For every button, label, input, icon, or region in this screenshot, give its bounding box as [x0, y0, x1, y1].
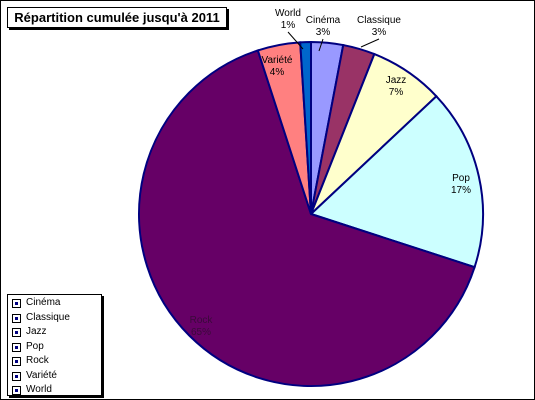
- slice-label-world: World: [275, 8, 301, 19]
- legend-swatch-icon: [12, 328, 21, 337]
- pie-slice-world: [299, 40, 312, 215]
- slice-percent-cinema: 3%: [316, 27, 331, 38]
- chart-title-box: Répartition cumulée jusqu'à 2011: [7, 7, 227, 28]
- slice-label-jazz: Jazz: [386, 75, 407, 86]
- legend-label: Jazz: [26, 326, 47, 337]
- legend-item-jazz: Jazz: [8, 325, 101, 340]
- legend-swatch-icon: [12, 371, 21, 381]
- slice-percent-pop: 17%: [451, 185, 471, 196]
- chart-title: Répartition cumulée jusqu'à 2011: [14, 10, 220, 25]
- slice-percent-world: 1%: [281, 20, 296, 31]
- legend-label: Variété: [26, 369, 57, 381]
- legend-item-cinema: Cinéma: [8, 296, 101, 311]
- slice-percent-jazz: 7%: [389, 87, 404, 98]
- slice-label-cinema: Cinéma: [306, 15, 341, 26]
- slice-label-classique: Classique: [357, 15, 401, 26]
- legend-swatch-icon: [12, 342, 21, 352]
- slice-percent-variete: 4%: [270, 67, 285, 78]
- pie-slice-rock: [138, 49, 476, 387]
- legend-item-pop: Pop: [8, 340, 101, 355]
- legend-label: Pop: [26, 340, 44, 352]
- legend-label: Cinéma: [26, 297, 61, 308]
- slice-percent-classique: 3%: [372, 27, 387, 38]
- legend-item-classique: Classique: [8, 311, 101, 326]
- pie-slice-pop: [309, 94, 484, 269]
- legend-swatch-icon: [12, 299, 21, 308]
- legend-swatch-icon: [12, 357, 21, 366]
- legend-swatch-icon: [12, 313, 21, 323]
- legend-item-variete: Variété: [8, 369, 101, 384]
- legend: Cinéma Classique Jazz Pop Rock Variété W…: [7, 294, 102, 396]
- slice-label-rock: Rock: [190, 315, 214, 326]
- slice-label-variete: Variété: [262, 55, 293, 66]
- legend-label: World: [26, 384, 52, 395]
- leader-line-cinema: [318, 38, 324, 52]
- legend-swatch-icon: [12, 386, 21, 395]
- legend-label: Classique: [26, 311, 70, 323]
- leader-line-world: [287, 31, 304, 50]
- legend-label: Rock: [26, 355, 49, 366]
- slice-label-pop: Pop: [452, 173, 470, 184]
- legend-item-rock: Rock: [8, 354, 101, 369]
- legend-item-world: World: [8, 383, 101, 398]
- leader-line-classique: [360, 38, 380, 48]
- slice-percent-rock: 65%: [191, 327, 211, 338]
